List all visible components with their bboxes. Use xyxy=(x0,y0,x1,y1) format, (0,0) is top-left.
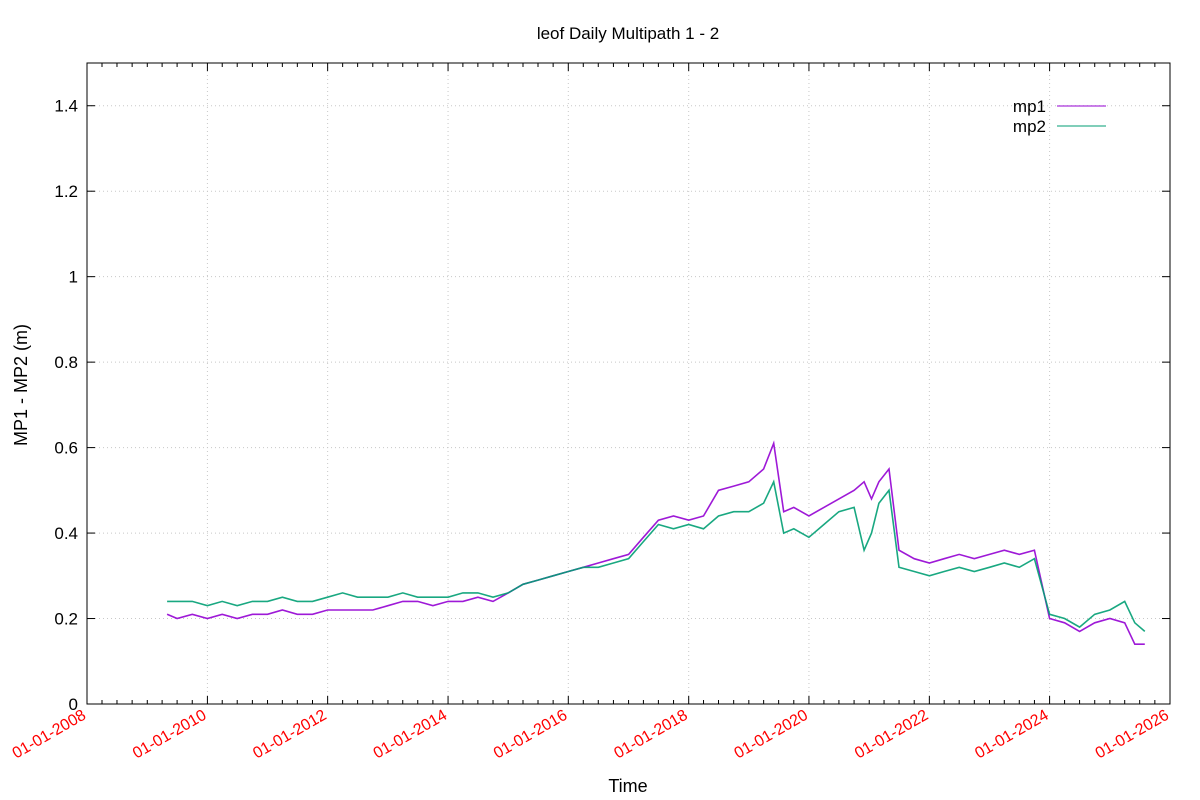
y-tick-label: 1.4 xyxy=(54,97,78,116)
chart-title: leof Daily Multipath 1 - 2 xyxy=(537,24,719,43)
y-tick-label: 0.4 xyxy=(54,524,78,543)
legend-label-mp2: mp2 xyxy=(1013,117,1046,136)
x-axis-title: Time xyxy=(608,776,647,796)
y-tick-label: 1.2 xyxy=(54,182,78,201)
y-tick-label: 1 xyxy=(69,268,78,287)
y-axis-title: MP1 - MP2 (m) xyxy=(11,324,31,446)
series-line-mp2 xyxy=(167,479,1146,633)
series-line-mp1 xyxy=(166,440,1145,645)
series-layer xyxy=(166,440,1146,645)
y-tick-label: 0.6 xyxy=(54,439,78,458)
legend-label-mp1: mp1 xyxy=(1013,97,1046,116)
ticks xyxy=(86,63,1171,705)
grid xyxy=(87,63,1170,704)
y-tick-label: 0.2 xyxy=(54,610,78,629)
y-tick-label: 0.8 xyxy=(54,353,78,372)
y-tick-label: 0 xyxy=(69,695,78,714)
